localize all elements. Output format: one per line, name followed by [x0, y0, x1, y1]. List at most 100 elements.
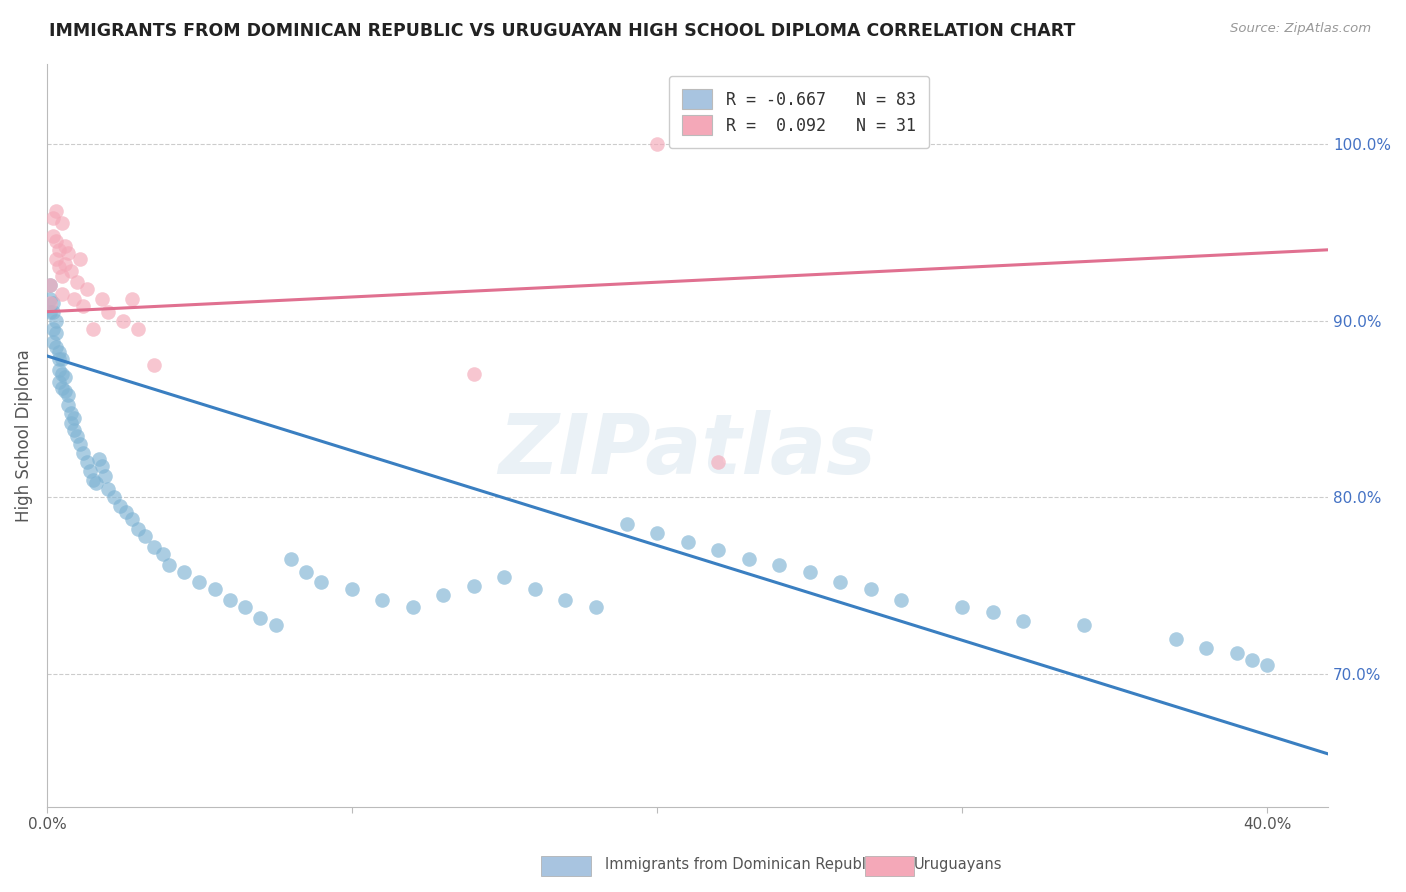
Point — [173, 565, 195, 579]
Point — [585, 600, 607, 615]
Point — [90, 458, 112, 473]
Point — [645, 525, 668, 540]
Point — [707, 543, 730, 558]
Point — [51, 352, 73, 367]
Point — [45, 326, 67, 340]
Point — [152, 547, 174, 561]
Point — [79, 464, 101, 478]
Point — [51, 287, 73, 301]
Point — [371, 593, 394, 607]
Point — [48, 260, 70, 275]
Point — [402, 600, 425, 615]
Point — [39, 296, 62, 310]
Point — [950, 600, 973, 615]
Point — [112, 313, 135, 327]
Point — [108, 500, 131, 514]
Point — [51, 269, 73, 284]
Text: Immigrants from Dominican Republic: Immigrants from Dominican Republic — [605, 857, 877, 872]
Point — [48, 352, 70, 367]
Point — [66, 275, 89, 289]
Legend: R = -0.667   N = 83, R =  0.092   N = 31: R = -0.667 N = 83, R = 0.092 N = 31 — [669, 76, 929, 148]
Text: Uruguayans: Uruguayans — [914, 857, 1002, 872]
Point — [1012, 614, 1035, 628]
Y-axis label: High School Diploma: High School Diploma — [15, 349, 32, 522]
Point — [42, 334, 65, 349]
Point — [1226, 646, 1249, 660]
Point — [97, 304, 120, 318]
Point — [981, 606, 1004, 620]
Point — [72, 299, 94, 313]
Point — [554, 593, 576, 607]
Point — [340, 582, 363, 597]
Text: Source: ZipAtlas.com: Source: ZipAtlas.com — [1230, 22, 1371, 36]
Point — [48, 243, 70, 257]
Point — [121, 511, 143, 525]
Point — [127, 522, 149, 536]
Point — [142, 358, 165, 372]
Point — [264, 617, 287, 632]
Point — [60, 264, 83, 278]
Point — [60, 416, 83, 430]
Point — [115, 505, 138, 519]
Point — [63, 293, 86, 307]
Point — [63, 423, 86, 437]
Point — [1195, 640, 1218, 655]
Text: ZIPatlas: ZIPatlas — [499, 410, 876, 491]
Point — [42, 322, 65, 336]
Point — [134, 529, 156, 543]
Point — [45, 313, 67, 327]
Point — [39, 293, 62, 307]
Point — [188, 575, 211, 590]
Point — [97, 482, 120, 496]
Point — [39, 304, 62, 318]
Point — [1164, 632, 1187, 646]
Point — [103, 491, 125, 505]
Text: IMMIGRANTS FROM DOMINICAN REPUBLIC VS URUGUAYAN HIGH SCHOOL DIPLOMA CORRELATION : IMMIGRANTS FROM DOMINICAN REPUBLIC VS UR… — [49, 22, 1076, 40]
Point — [48, 363, 70, 377]
Point — [828, 575, 851, 590]
Point — [494, 570, 516, 584]
Point — [69, 252, 91, 266]
Point — [249, 611, 271, 625]
Point — [219, 593, 242, 607]
Point — [76, 282, 98, 296]
Point — [45, 203, 67, 218]
Point — [58, 246, 80, 260]
Point — [94, 469, 117, 483]
Point — [42, 296, 65, 310]
Point — [39, 278, 62, 293]
Point — [42, 304, 65, 318]
Point — [295, 565, 318, 579]
Point — [90, 293, 112, 307]
Point — [157, 558, 180, 572]
Point — [72, 446, 94, 460]
Point — [859, 582, 882, 597]
Point — [63, 410, 86, 425]
Point — [51, 367, 73, 381]
Point — [707, 455, 730, 469]
Point — [45, 340, 67, 354]
Point — [42, 228, 65, 243]
Point — [280, 552, 302, 566]
Point — [51, 216, 73, 230]
Point — [82, 473, 104, 487]
Point — [524, 582, 547, 597]
Point — [127, 322, 149, 336]
Point — [142, 540, 165, 554]
Point — [463, 367, 485, 381]
Point — [60, 405, 83, 419]
Point — [69, 437, 91, 451]
Point — [676, 534, 699, 549]
Point — [737, 552, 759, 566]
Point — [1240, 653, 1263, 667]
Point — [463, 579, 485, 593]
Point — [87, 451, 110, 466]
Point — [890, 593, 912, 607]
Point — [51, 381, 73, 395]
Point — [82, 322, 104, 336]
Point — [84, 476, 107, 491]
Point — [58, 388, 80, 402]
Point — [616, 516, 638, 531]
Point — [1073, 617, 1095, 632]
Point — [53, 257, 76, 271]
